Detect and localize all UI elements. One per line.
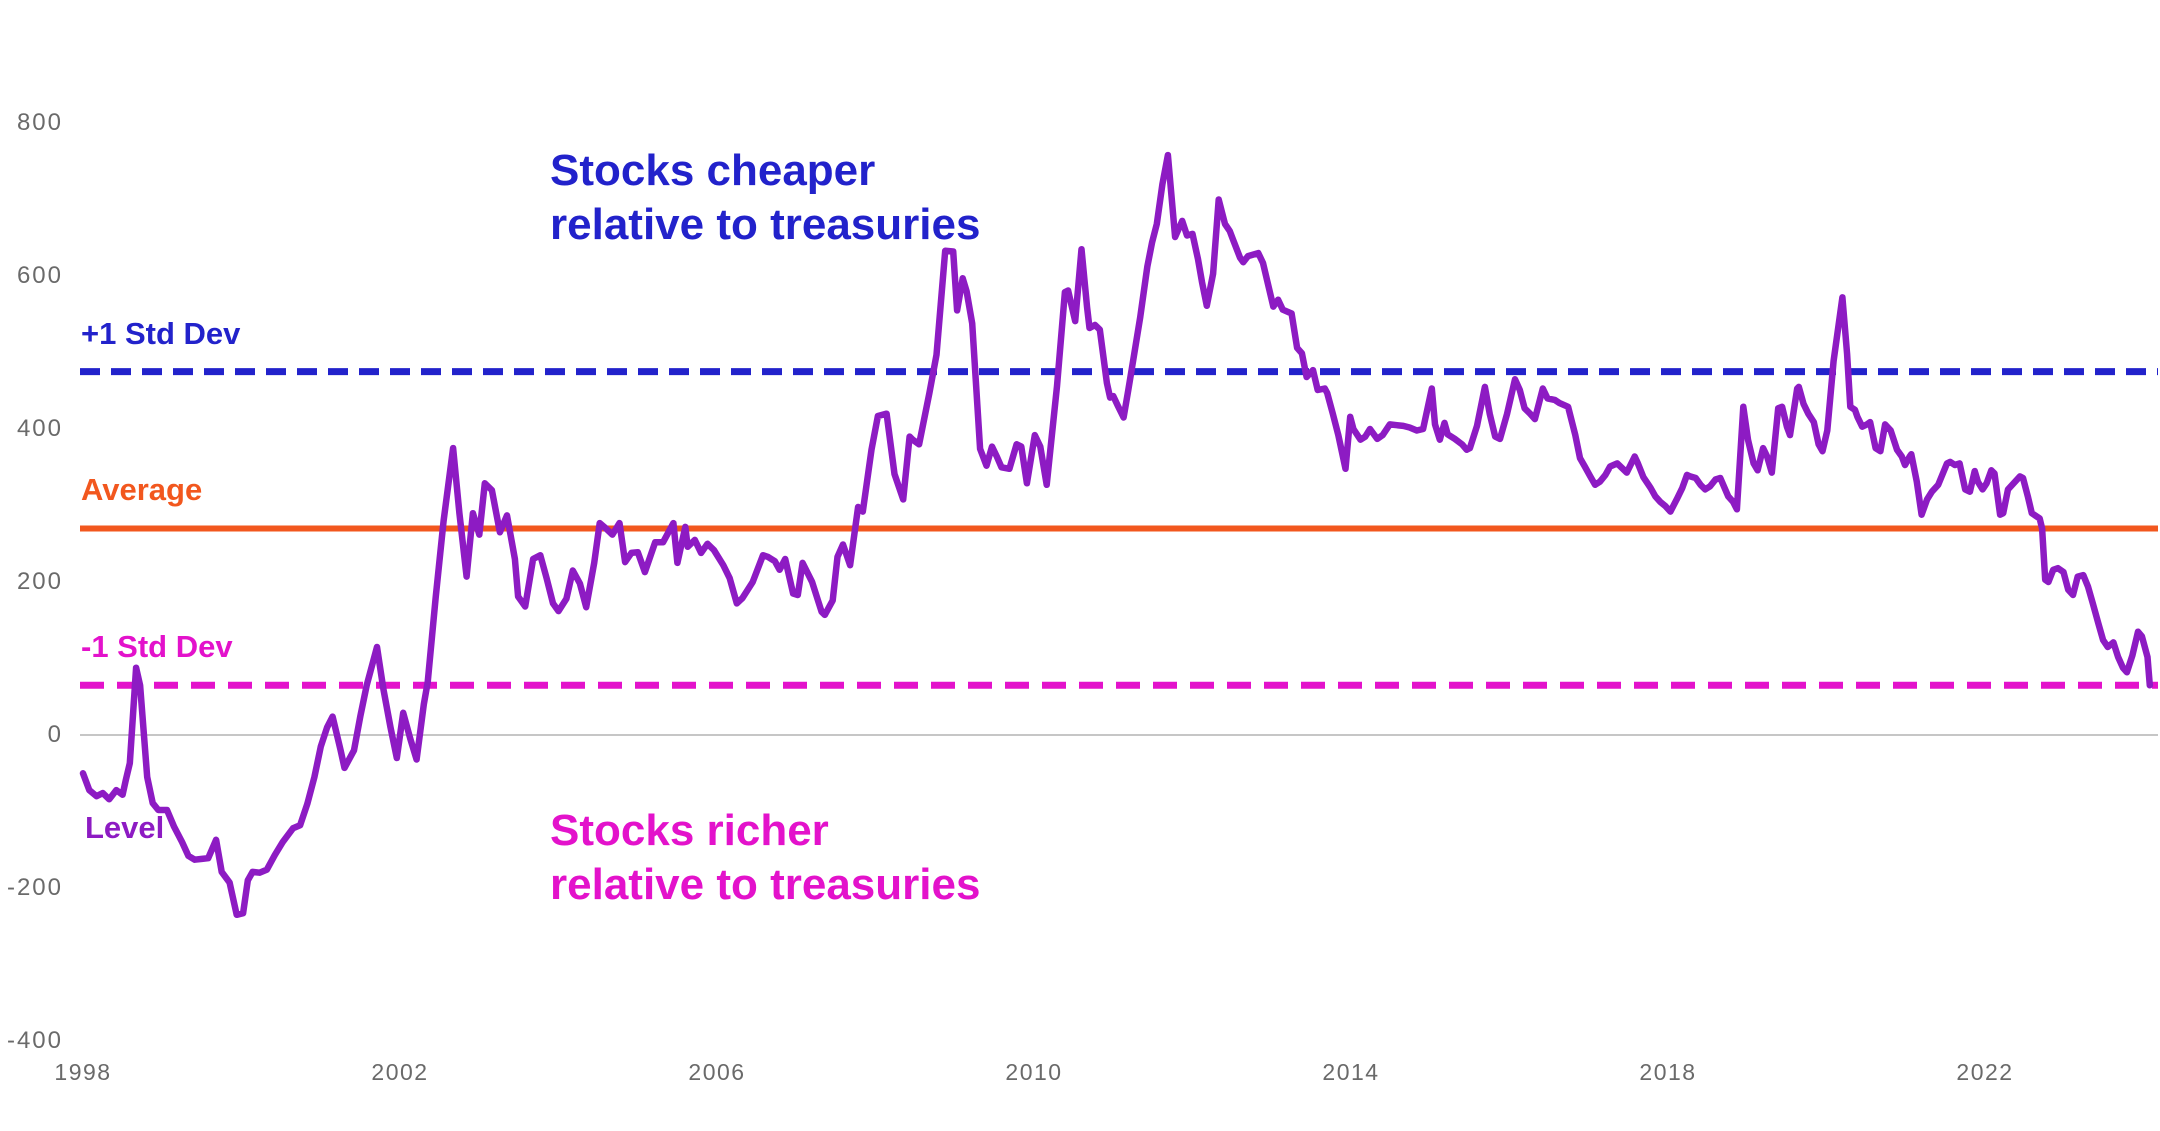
x-tick-label-2022: 2022 xyxy=(1956,1059,2014,1085)
x-tick-label-2014: 2014 xyxy=(1322,1059,1380,1085)
y-tick-label-800: 800 xyxy=(16,109,63,136)
x-tick-label-2002: 2002 xyxy=(371,1059,429,1085)
refline-label-minus-1-std-dev: -1 Std Dev xyxy=(81,629,233,665)
series-line-level xyxy=(79,151,2154,919)
annotation-stocks-cheaper-line1: Stocks cheaper xyxy=(550,146,876,195)
y-tick-label-400: 400 xyxy=(16,415,63,442)
annotation-stocks-cheaper: Stocks cheaper relative to treasuries xyxy=(550,144,980,252)
x-tick-label-2010: 2010 xyxy=(1005,1059,1063,1085)
x-tick-label-1998: 1998 xyxy=(54,1059,112,1085)
annotation-stocks-cheaper-line2: relative to treasuries xyxy=(550,200,981,249)
refline-label-average: Average xyxy=(81,472,203,508)
annotation-stocks-richer-line1: Stocks richer xyxy=(550,806,829,855)
y-tick-label-200: 200 xyxy=(16,568,63,595)
series-label-level: Level xyxy=(85,810,165,845)
annotation-stocks-richer-line2: relative to treasuries xyxy=(550,860,981,909)
refline-label-plus-1-std-dev: +1 Std Dev xyxy=(81,315,241,351)
y-tick-label--200: -200 xyxy=(6,874,63,901)
y-tick-label--400: -400 xyxy=(6,1027,63,1054)
annotation-stocks-richer: Stocks richer relative to treasuries xyxy=(550,804,980,912)
y-tick-label-0: 0 xyxy=(47,721,63,748)
x-tick-label-2006: 2006 xyxy=(688,1059,746,1085)
x-tick-label-2018: 2018 xyxy=(1639,1059,1697,1085)
y-tick-label-600: 600 xyxy=(16,262,63,289)
